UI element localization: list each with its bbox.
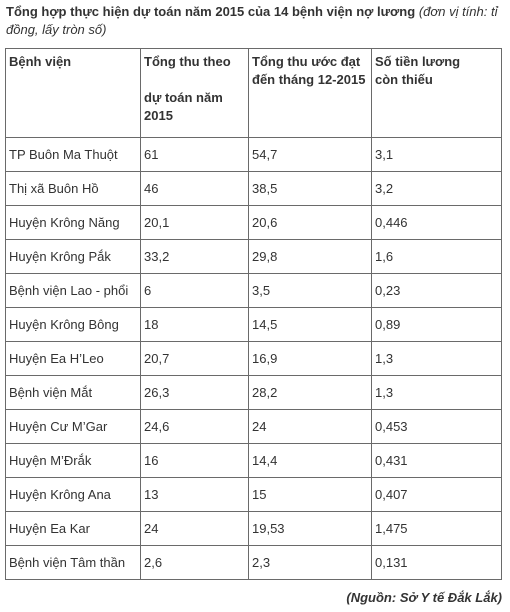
header-line: 2015 bbox=[144, 108, 173, 123]
cell-estimated-revenue: 29,8 bbox=[248, 239, 372, 274]
cell-salary-shortfall: 1,6 bbox=[371, 239, 502, 274]
table-row: Huyện Ea H’Leo 20,7 16,9 1,3 bbox=[5, 341, 502, 376]
cell-hospital: Huyện Ea H’Leo bbox=[5, 341, 141, 376]
cell-salary-shortfall: 3,1 bbox=[371, 137, 502, 172]
table-row: Huyện Krông Bông 18 14,5 0,89 bbox=[5, 307, 502, 342]
cell-budget-revenue: 61 bbox=[140, 137, 249, 172]
header-line bbox=[144, 71, 248, 89]
header-line: Bệnh viện bbox=[9, 54, 72, 69]
table-row: Huyện Krông Ana 13 15 0,407 bbox=[5, 477, 502, 512]
cell-salary-shortfall: 0,407 bbox=[371, 477, 502, 512]
table-row: Huyện M’Đrắk 16 14,4 0,431 bbox=[5, 443, 502, 478]
cell-salary-shortfall: 1,3 bbox=[371, 375, 502, 410]
table-row: Bệnh viện Tâm thần 2,6 2,3 0,131 bbox=[5, 545, 502, 580]
cell-budget-revenue: 20,1 bbox=[140, 205, 249, 240]
header-line: Tổng thu theo bbox=[144, 54, 231, 69]
cell-budget-revenue: 16 bbox=[140, 443, 249, 478]
cell-budget-revenue: 26,3 bbox=[140, 375, 249, 410]
cell-hospital: Huyện Krông Ana bbox=[5, 477, 141, 512]
cell-hospital: Bệnh viện Mắt bbox=[5, 375, 141, 410]
cell-salary-shortfall: 0,89 bbox=[371, 307, 502, 342]
budget-table: Bệnh viện Tổng thu theo dự toán năm 2015 Tổn… bbox=[5, 48, 502, 580]
cell-budget-revenue: 24,6 bbox=[140, 409, 249, 444]
table-caption: Tổng hợp thực hiện dự toán năm 2015 của … bbox=[6, 3, 504, 39]
cell-estimated-revenue: 20,6 bbox=[248, 205, 372, 240]
header-estimated-revenue: Tổng thu ước đạt đến tháng 12-2015 bbox=[248, 48, 372, 138]
cell-hospital: Huyện Krông Pắk bbox=[5, 239, 141, 274]
table-row: Huyện Ea Kar 24 19,53 1,475 bbox=[5, 511, 502, 546]
cell-budget-revenue: 46 bbox=[140, 171, 249, 206]
cell-budget-revenue: 2,6 bbox=[140, 545, 249, 580]
cell-salary-shortfall: 0,23 bbox=[371, 273, 502, 308]
header-hospital: Bệnh viện bbox=[5, 48, 141, 138]
table-body: TP Buôn Ma Thuột 61 54,7 3,1 Thị xã Buôn Hồ 4… bbox=[5, 137, 502, 580]
table-header-row: Bệnh viện Tổng thu theo dự toán năm 2015 Tổn… bbox=[5, 48, 502, 138]
cell-budget-revenue: 20,7 bbox=[140, 341, 249, 376]
table-row: TP Buôn Ma Thuột 61 54,7 3,1 bbox=[5, 137, 502, 172]
cell-hospital: Bệnh viện Lao - phổi bbox=[5, 273, 141, 308]
cell-estimated-revenue: 14,4 bbox=[248, 443, 372, 478]
header-line: đến tháng 12-2015 bbox=[252, 72, 366, 87]
table-row: Thị xã Buôn Hồ 46 38,5 3,2 bbox=[5, 171, 502, 206]
cell-hospital: Huyện Cư M’Gar bbox=[5, 409, 141, 444]
cell-salary-shortfall: 0,431 bbox=[371, 443, 502, 478]
cell-estimated-revenue: 16,9 bbox=[248, 341, 372, 376]
cell-budget-revenue: 6 bbox=[140, 273, 249, 308]
cell-salary-shortfall: 1,3 bbox=[371, 341, 502, 376]
header-salary-shortfall: Số tiền lương còn thiếu bbox=[371, 48, 502, 138]
cell-budget-revenue: 13 bbox=[140, 477, 249, 512]
cell-salary-shortfall: 0,446 bbox=[371, 205, 502, 240]
cell-budget-revenue: 18 bbox=[140, 307, 249, 342]
cell-hospital: Huyện Krông Bông bbox=[5, 307, 141, 342]
cell-salary-shortfall: 1,475 bbox=[371, 511, 502, 546]
cell-estimated-revenue: 28,2 bbox=[248, 375, 372, 410]
cell-estimated-revenue: 15 bbox=[248, 477, 372, 512]
cell-estimated-revenue: 3,5 bbox=[248, 273, 372, 308]
cell-estimated-revenue: 19,53 bbox=[248, 511, 372, 546]
table-row: Bệnh viện Lao - phổi 6 3,5 0,23 bbox=[5, 273, 502, 308]
table-row: Huyện Krông Năng 20,1 20,6 0,446 bbox=[5, 205, 502, 240]
header-line: dự toán năm bbox=[144, 90, 223, 105]
cell-hospital: TP Buôn Ma Thuột bbox=[5, 137, 141, 172]
caption-title: Tổng hợp thực hiện dự toán năm 2015 của … bbox=[6, 4, 416, 19]
header-line: Số tiền lương bbox=[375, 54, 461, 69]
header-line: Tổng thu ước đạt bbox=[252, 54, 361, 69]
cell-hospital: Huyện M’Đrắk bbox=[5, 443, 141, 478]
header-line: còn thiếu bbox=[375, 72, 433, 87]
cell-budget-revenue: 33,2 bbox=[140, 239, 249, 274]
cell-salary-shortfall: 0,453 bbox=[371, 409, 502, 444]
cell-hospital: Thị xã Buôn Hồ bbox=[5, 171, 141, 206]
cell-budget-revenue: 24 bbox=[140, 511, 249, 546]
cell-estimated-revenue: 54,7 bbox=[248, 137, 372, 172]
cell-hospital: Huyện Krông Năng bbox=[5, 205, 141, 240]
cell-estimated-revenue: 38,5 bbox=[248, 171, 372, 206]
table-row: Huyện Cư M’Gar 24,6 24 0,453 bbox=[5, 409, 502, 444]
cell-salary-shortfall: 0,131 bbox=[371, 545, 502, 580]
cell-salary-shortfall: 3,2 bbox=[371, 171, 502, 206]
cell-hospital: Huyện Ea Kar bbox=[5, 511, 141, 546]
cell-hospital: Bệnh viện Tâm thần bbox=[5, 545, 141, 580]
table-row: Bệnh viện Mắt 26,3 28,2 1,3 bbox=[5, 375, 502, 410]
source-note: (Nguồn: Sở Y tế Đắk Lắk) bbox=[346, 590, 502, 605]
cell-estimated-revenue: 24 bbox=[248, 409, 372, 444]
header-budget-revenue: Tổng thu theo dự toán năm 2015 bbox=[140, 48, 249, 138]
cell-estimated-revenue: 14,5 bbox=[248, 307, 372, 342]
table-row: Huyện Krông Pắk 33,2 29,8 1,6 bbox=[5, 239, 502, 274]
cell-estimated-revenue: 2,3 bbox=[248, 545, 372, 580]
caption-unit-note: (đơn vị tính: tỉ đồng, lấy tròn số) bbox=[6, 4, 498, 37]
